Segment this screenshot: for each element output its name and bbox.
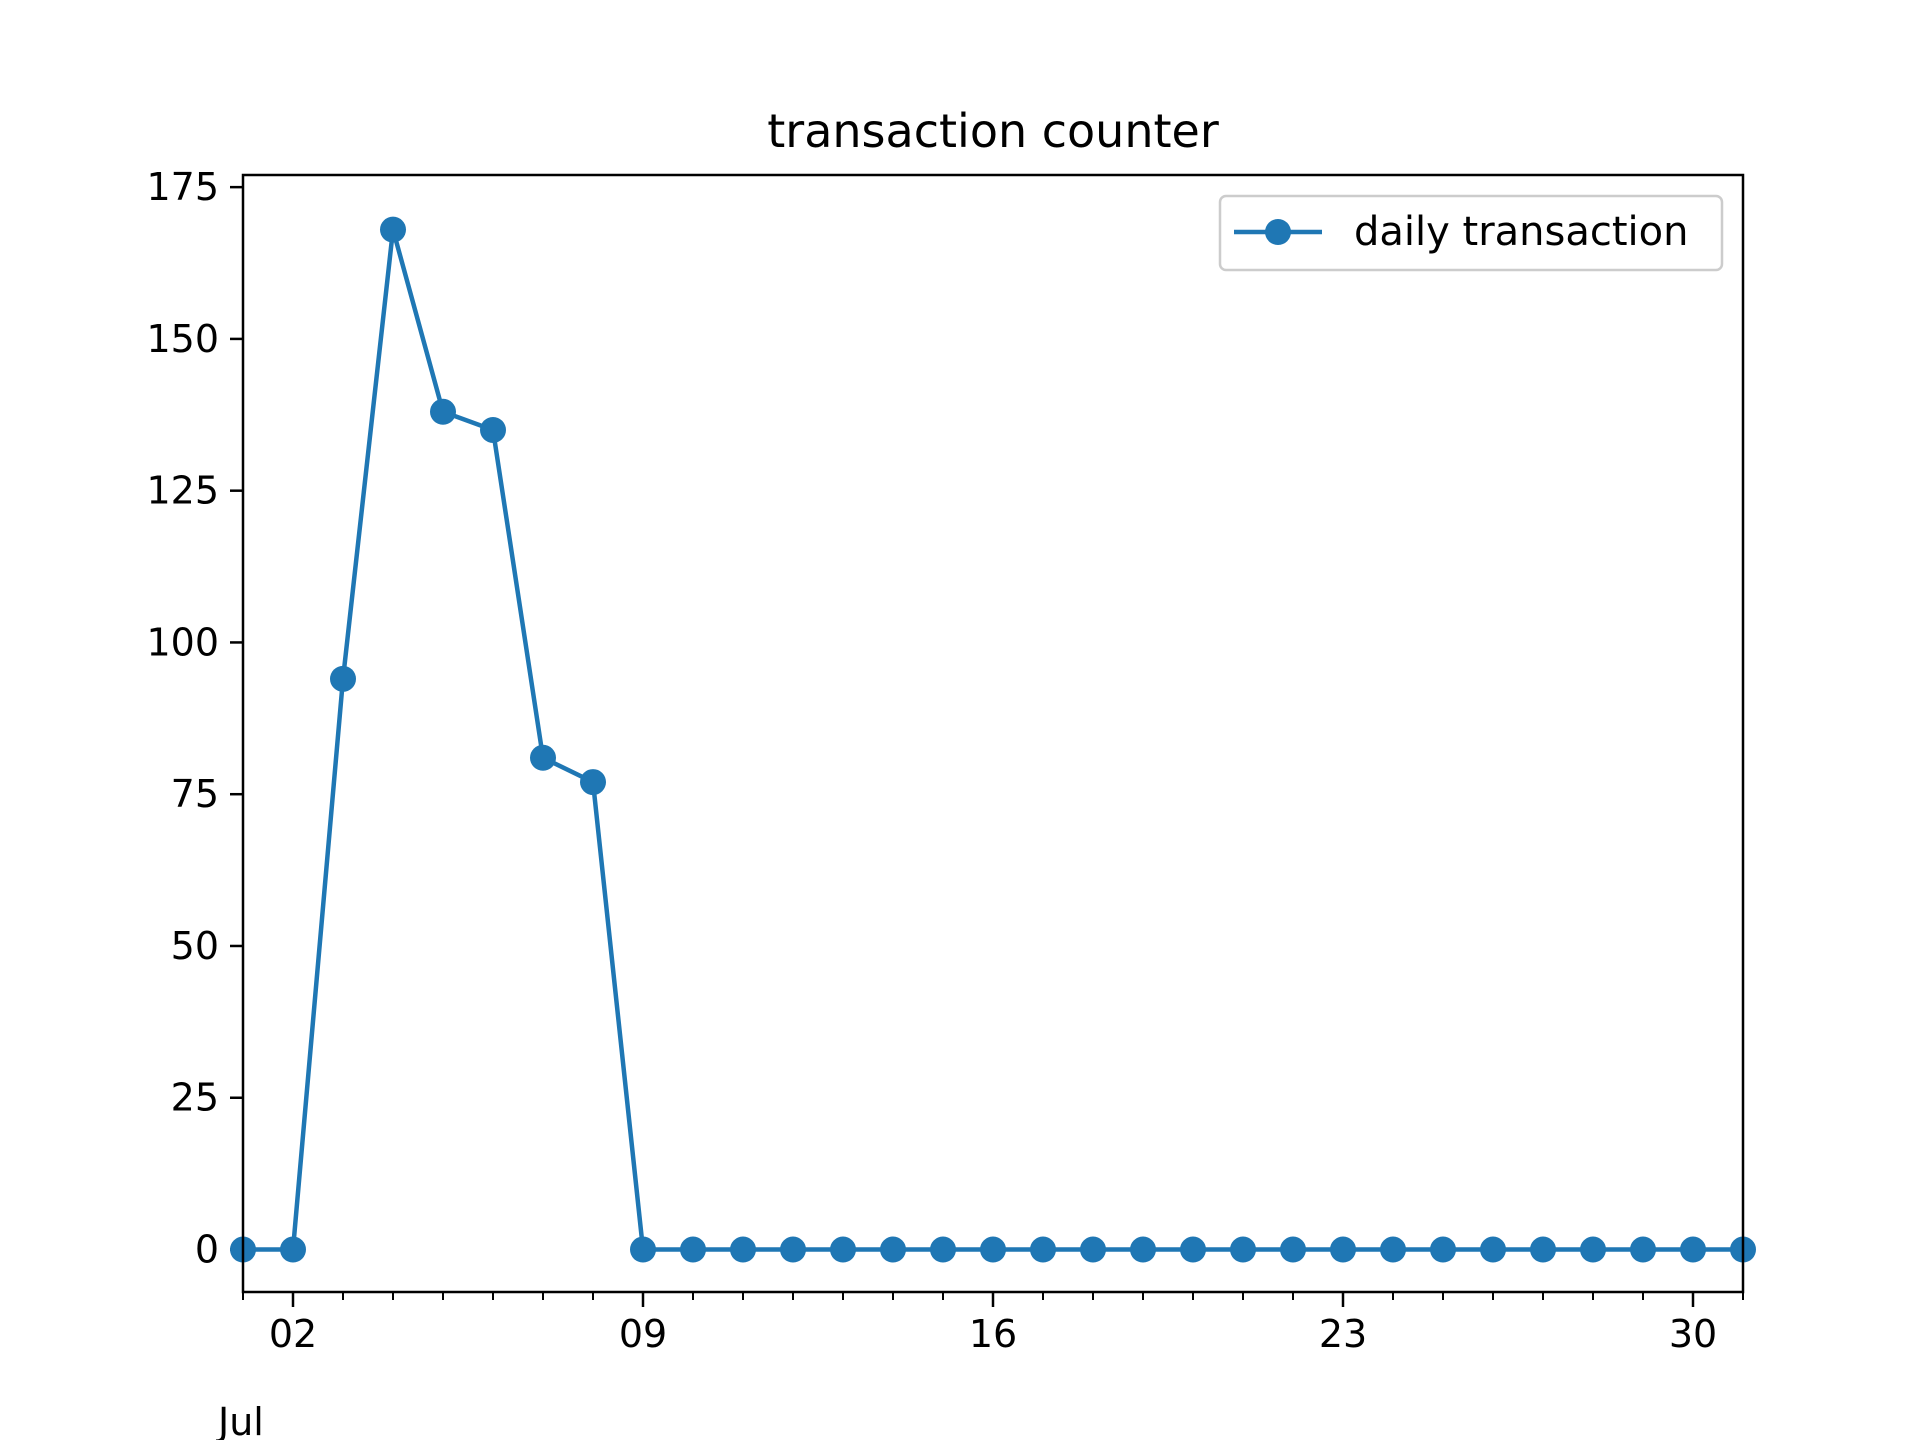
data-point xyxy=(630,1236,656,1263)
data-point xyxy=(830,1236,856,1263)
data-point xyxy=(580,769,606,796)
data-point xyxy=(480,416,506,443)
y-tick-label: 0 xyxy=(195,1228,219,1272)
data-point xyxy=(1480,1236,1506,1263)
data-point xyxy=(1380,1236,1406,1263)
series-line xyxy=(243,227,1743,1252)
data-point xyxy=(1180,1236,1206,1263)
data-point xyxy=(530,744,556,771)
data-point xyxy=(1130,1236,1156,1263)
x-tick-label: 30 xyxy=(1669,1312,1717,1356)
axes: 0 25 50 75 100 125 150 175 02 09 16 23 30 xyxy=(146,165,1744,1356)
data-point xyxy=(730,1236,756,1263)
legend: daily transaction xyxy=(1218,194,1724,272)
x-tick-label: 23 xyxy=(1319,1312,1367,1356)
data-point xyxy=(380,216,406,243)
plot-frame xyxy=(241,173,1745,1294)
data-point xyxy=(1280,1236,1306,1263)
data-point xyxy=(280,1236,306,1263)
series-daily-transaction xyxy=(230,216,1756,1263)
x-tick-label: 09 xyxy=(619,1312,667,1356)
data-point xyxy=(1030,1236,1056,1263)
data-point xyxy=(1230,1236,1256,1263)
y-tick-label: 50 xyxy=(171,924,219,968)
y-tick-label: 150 xyxy=(146,317,219,361)
legend-label: daily transaction xyxy=(1354,209,1688,255)
y-tick-label: 175 xyxy=(146,165,219,209)
data-point xyxy=(330,665,356,692)
legend-box xyxy=(1218,194,1724,272)
data-point xyxy=(1430,1236,1456,1263)
legend-circle-marker xyxy=(1265,219,1291,245)
data-point xyxy=(980,1236,1006,1263)
data-point xyxy=(430,398,456,425)
x-tick-label: 02 xyxy=(269,1312,317,1356)
data-point xyxy=(930,1236,956,1263)
data-point xyxy=(1630,1236,1656,1263)
data-point xyxy=(780,1236,806,1263)
data-point xyxy=(880,1236,906,1263)
x-tick-label: 16 xyxy=(969,1312,1017,1356)
x-axis-month-label: Jul xyxy=(216,1400,264,1440)
data-point xyxy=(1680,1236,1706,1263)
data-point xyxy=(1580,1236,1606,1263)
chart-title: transaction counter xyxy=(767,104,1219,158)
y-tick-label: 100 xyxy=(146,620,219,664)
y-tick-label: 75 xyxy=(171,772,219,816)
data-point xyxy=(1080,1236,1106,1263)
data-point xyxy=(1330,1236,1356,1263)
data-point xyxy=(680,1236,706,1263)
y-tick-label: 125 xyxy=(146,469,219,513)
data-point xyxy=(1530,1236,1556,1263)
y-tick-label: 25 xyxy=(171,1076,219,1120)
